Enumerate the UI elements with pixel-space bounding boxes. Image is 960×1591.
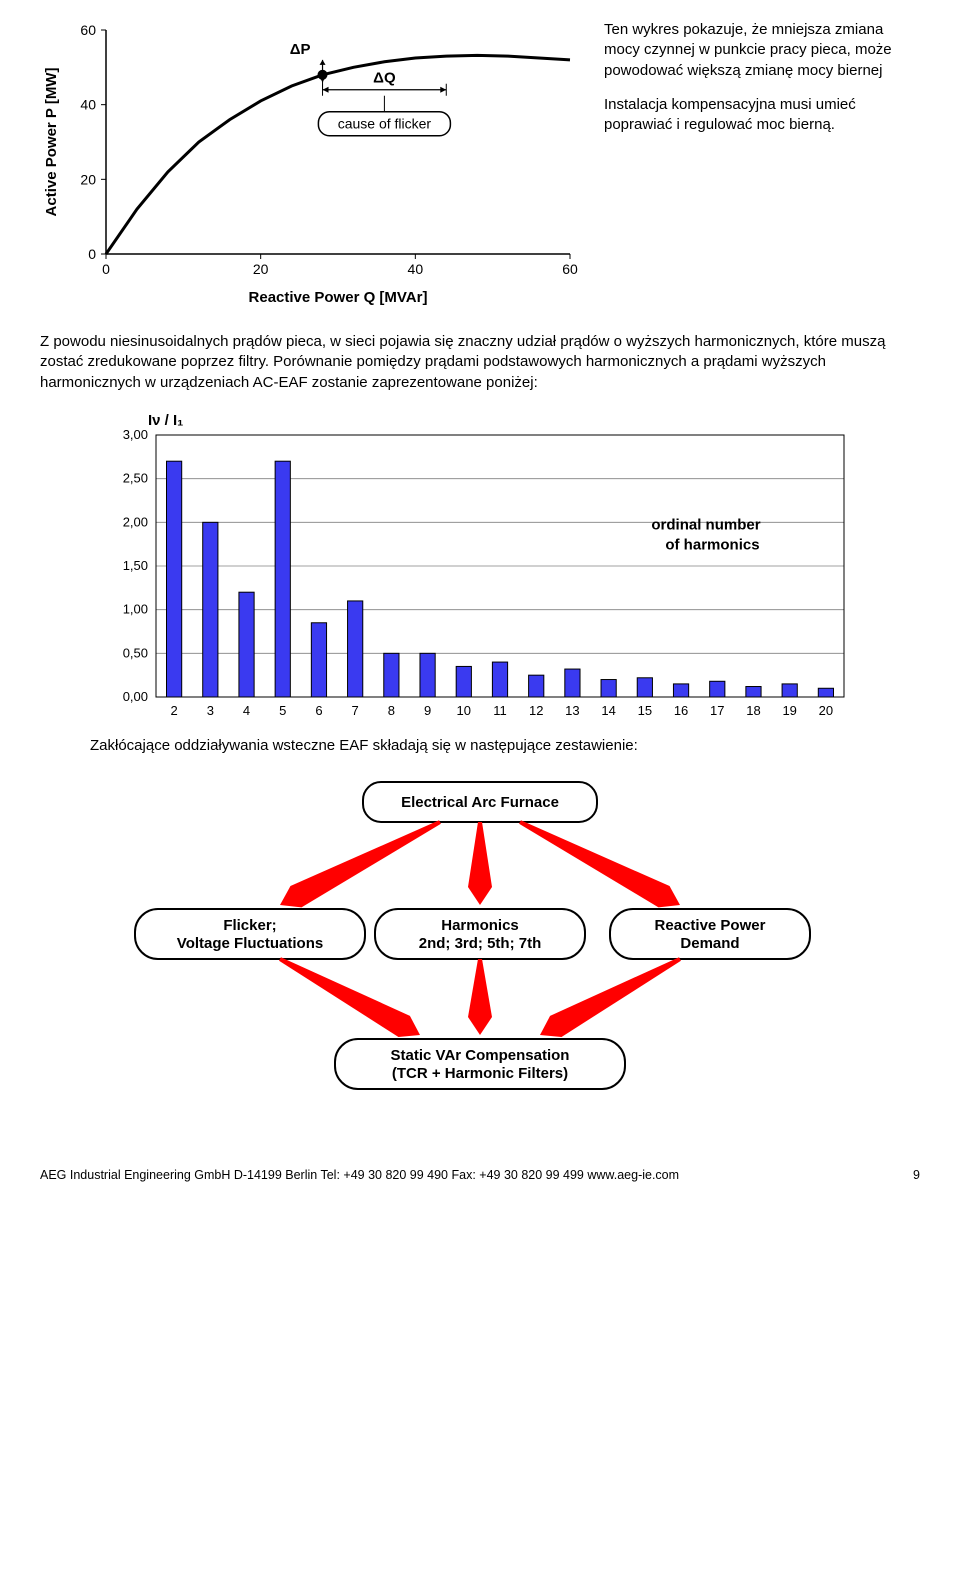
svg-text:Flicker;: Flicker; [223, 917, 276, 934]
svg-text:7: 7 [352, 703, 359, 718]
svg-text:Electrical Arc Furnace: Electrical Arc Furnace [401, 794, 559, 811]
chart1-explanation: Ten wykres pokazuje, że mniejsza zmiana … [604, 20, 920, 149]
svg-text:2nd; 3rd; 5th; 7th: 2nd; 3rd; 5th; 7th [419, 935, 542, 952]
svg-text:Static VAr Compensation: Static VAr Compensation [391, 1047, 570, 1064]
side-paragraph-2: Instalacja kompensacyjna musi umieć popr… [604, 95, 920, 136]
svg-text:2,50: 2,50 [123, 470, 148, 485]
svg-text:18: 18 [746, 703, 760, 718]
harmonics-bar-chart: Iν / I₁ 0,00 0,50 1,00 1,50 2,00 2,50 3,00 2 3 4 5 6… [100, 407, 860, 727]
active-vs-reactive-power-chart: 0 20 40 60 0 20 40 60 Reactive Power Q [MVAr] Act… [40, 20, 580, 310]
body-paragraph: Z powodu niesinusoidalnych prądów pieca,… [40, 332, 920, 393]
svg-text:5: 5 [279, 703, 286, 718]
side-paragraph-1: Ten wykres pokazuje, że mniejsza zmiana … [604, 20, 920, 81]
svg-text:of harmonics: of harmonics [665, 536, 759, 553]
svg-text:1,50: 1,50 [123, 558, 148, 573]
svg-text:ΔQ: ΔQ [373, 70, 396, 87]
svg-text:0: 0 [102, 261, 110, 277]
svg-text:Voltage Fluctuations: Voltage Fluctuations [177, 935, 323, 952]
svg-text:20: 20 [819, 703, 833, 718]
svg-text:6: 6 [315, 703, 322, 718]
svg-text:8: 8 [388, 703, 395, 718]
svg-text:Harmonics: Harmonics [441, 917, 519, 934]
svg-text:2: 2 [170, 703, 177, 718]
svg-text:60: 60 [80, 22, 96, 38]
svg-text:40: 40 [80, 97, 96, 113]
svg-text:ΔP: ΔP [290, 41, 311, 58]
eaf-compensation-diagram: Electrical Arc Furnace Flicker;Voltage Fl… [110, 764, 850, 1124]
svg-text:20: 20 [253, 261, 269, 277]
svg-text:3: 3 [207, 703, 214, 718]
svg-text:0,50: 0,50 [123, 645, 148, 660]
svg-text:Reactive Power: Reactive Power [655, 917, 766, 934]
svg-text:Active Power P [MW]: Active Power P [MW] [43, 68, 60, 217]
svg-text:10: 10 [457, 703, 471, 718]
svg-text:11: 11 [493, 703, 507, 718]
svg-text:16: 16 [674, 703, 688, 718]
svg-text:12: 12 [529, 703, 543, 718]
svg-text:Reactive Power Q [MVAr]: Reactive Power Q [MVAr] [249, 289, 428, 306]
diagram-intro-text: Zakłócające oddziaływania wsteczne EAF s… [90, 737, 920, 754]
svg-text:2,00: 2,00 [123, 514, 148, 529]
page-number: 9 [913, 1168, 920, 1182]
svg-text:ordinal number: ordinal number [651, 516, 760, 533]
svg-text:Iν / I₁: Iν / I₁ [148, 412, 183, 429]
svg-text:17: 17 [710, 703, 724, 718]
svg-text:0: 0 [88, 246, 96, 262]
svg-text:15: 15 [638, 703, 652, 718]
svg-text:19: 19 [782, 703, 796, 718]
svg-text:4: 4 [243, 703, 250, 718]
svg-text:3,00: 3,00 [123, 427, 148, 442]
svg-text:Demand: Demand [680, 935, 739, 952]
svg-text:1,00: 1,00 [123, 601, 148, 616]
svg-text:cause of flicker: cause of flicker [338, 116, 432, 132]
svg-text:9: 9 [424, 703, 431, 718]
svg-text:40: 40 [408, 261, 424, 277]
svg-text:13: 13 [565, 703, 579, 718]
svg-text:20: 20 [80, 171, 96, 187]
svg-text:0,00: 0,00 [123, 689, 148, 704]
svg-text:(TCR + Harmonic Filters): (TCR + Harmonic Filters) [392, 1065, 568, 1082]
svg-text:14: 14 [601, 703, 615, 718]
svg-text:60: 60 [562, 261, 578, 277]
footer-text: AEG Industrial Engineering GmbH D-14199 … [40, 1168, 679, 1182]
